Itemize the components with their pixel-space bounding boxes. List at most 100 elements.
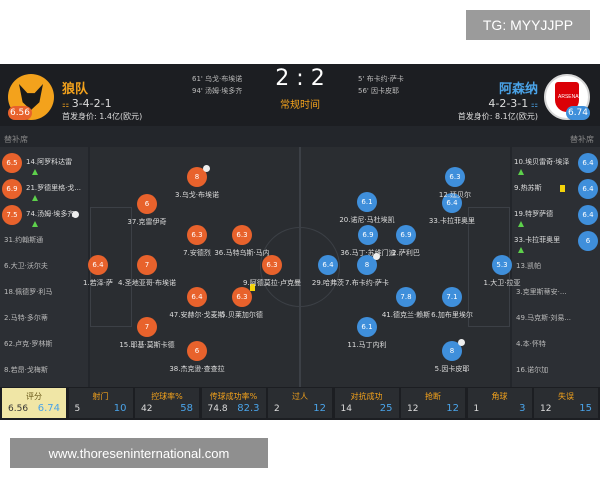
player-name: 31.约翰斯通 <box>4 236 44 244</box>
formation-icon: ⚏ <box>62 100 72 109</box>
home-bench-player[interactable]: 31.约翰斯通 <box>0 229 88 253</box>
home-bench-player[interactable]: 6.9 21.罗德里格·戈... <box>0 177 88 201</box>
stat-home-value: 12 <box>540 404 552 414</box>
player-name: 36.马丁·苏维门迪 <box>340 249 396 257</box>
away-bench-player[interactable]: 6.4 10.埃贝雷奇·埃泽 <box>512 151 600 175</box>
stat-away-value: 25 <box>379 403 393 414</box>
player-rating-badge: 6.4 <box>318 255 338 275</box>
player-name: 19.特罗萨德 <box>514 210 554 218</box>
player-name: 74.汤姆·埃多齐 <box>26 210 75 218</box>
player-rating-badge: 8 <box>357 255 377 275</box>
player-rating-badge: 6.3 <box>232 225 252 245</box>
player-name: 3.乌戈·布埃诺 <box>175 191 219 199</box>
player-name: 3.克里斯蒂安·... <box>516 288 567 296</box>
pitch: 6.4 1.若泽·萨 7 4.圣地亚哥·布埃诺 6 37.克雷伊奇 8 3.乌戈·布埃诺 6.3… <box>83 147 520 387</box>
home-bench-player[interactable]: 7.5 74.汤姆·埃多齐 <box>0 203 88 227</box>
stat-0[interactable]: 评分 6.56 6.74 <box>2 388 66 418</box>
away-bench-player[interactable]: 6 33.卡拉菲奥里 <box>512 229 600 253</box>
player-rating-badge: 6.3 <box>262 255 282 275</box>
home-bench-player[interactable]: 18.佩德罗·利马 <box>0 281 88 305</box>
player-rating-badge: 6 <box>187 341 207 361</box>
away-bench-player[interactable]: 6.4 9.热苏斯 <box>512 177 600 201</box>
player-name: 33.卡拉菲奥里 <box>514 236 561 244</box>
sub-in-arrow-icon <box>32 169 38 175</box>
stat-5[interactable]: 对抗成功 14 25 <box>334 388 399 418</box>
player-name: 1.大卫·拉亚 <box>483 279 521 287</box>
player-rating-badge: 5.3 <box>492 255 512 275</box>
player-rating-badge: 8 <box>187 167 207 187</box>
player-name: 6.大卫·沃尔夫 <box>4 262 48 270</box>
player-rating-badge: 6 <box>578 231 598 251</box>
player-name: 62.卢克·罗林斯 <box>4 340 53 348</box>
home-bench-player[interactable]: 6.5 14.阿罗科达雷 <box>0 151 88 175</box>
away-team-name[interactable]: 阿森纳 <box>498 82 538 97</box>
player-rating-badge: 6.4 <box>578 205 598 225</box>
player-name: 38.杰克逊·查查拉 <box>169 365 225 373</box>
away-bench-player[interactable]: 49.马克斯·刘易... <box>512 307 600 331</box>
player-name: 20.诺尼·马杜埃凯 <box>339 216 395 224</box>
player-name: 47.安赫尔·戈麦斯 <box>169 311 225 319</box>
stat-6[interactable]: 抢断 12 12 <box>401 388 465 418</box>
stat-7[interactable]: 角球 1 3 <box>467 388 532 418</box>
stat-home-value: 74.8 <box>207 404 228 414</box>
player-name: 6.加布里埃尔 <box>431 311 473 319</box>
away-bench-player[interactable]: 3.克里斯蒂安·... <box>512 281 600 305</box>
away-bench-player[interactable]: 13.凯帕 <box>512 255 600 279</box>
player-name: 4.圣地亚哥·布埃诺 <box>118 279 176 287</box>
player-rating-badge: 6 <box>137 194 157 214</box>
stat-away-value: 6.74 <box>37 403 60 414</box>
stats-bar: 评分 6.56 6.74 射门 5 10 控球率% 42 58 传球成功率% 74.8 82.3 过人 2… <box>0 387 600 420</box>
goal-ball-icon <box>203 165 210 172</box>
player-rating-badge: 7.8 <box>396 287 416 307</box>
player-rating-badge: 6.4 <box>578 153 598 173</box>
away-goal-2: 56' 因卡皮耶 <box>358 87 400 95</box>
away-formation: 4-2-3-1 ⚏ <box>488 97 538 110</box>
player-rating-badge: 6.9 <box>358 225 378 245</box>
player-rating-badge: 6.1 <box>357 317 377 337</box>
player-rating-badge: 7.5 <box>2 205 22 225</box>
stat-label: 失误 <box>558 392 574 401</box>
sub-in-arrow-icon <box>32 221 38 227</box>
stat-8[interactable]: 失误 12 15 <box>534 388 598 418</box>
player-rating-badge: 8 <box>442 341 462 361</box>
player-rating-badge: 6.4 <box>442 193 462 213</box>
home-team-rating: 6.56 <box>8 106 32 120</box>
away-bench-player[interactable]: 6.4 19.特罗萨德 <box>512 203 600 227</box>
match-lineup-card: 6.56 狼队 ⚏ 3-4-2-1 首发身价: 1.4亿(欧元) 61' 乌戈·… <box>0 64 600 420</box>
player-rating-badge: 6.9 <box>2 179 22 199</box>
stat-3[interactable]: 传球成功率% 74.8 82.3 <box>201 388 266 418</box>
home-bench-player[interactable]: 8.若昂·戈梅斯 <box>0 359 88 383</box>
player-name: 16.诺尔加 <box>516 366 549 374</box>
goal-ball-icon <box>458 339 465 346</box>
player-name: 41.德克兰·赖斯 <box>381 311 431 319</box>
away-bench-label: 替补席 <box>570 135 594 144</box>
home-bench-player[interactable]: 2.马特·多尔蒂 <box>0 307 88 331</box>
stat-1[interactable]: 射门 5 10 <box>68 388 133 418</box>
stat-2[interactable]: 控球率% 42 58 <box>135 388 199 418</box>
away-bench-player[interactable]: 16.诺尔加 <box>512 359 600 383</box>
sub-in-arrow-icon <box>518 221 524 227</box>
away-bench-player[interactable]: 4.本·怀特 <box>512 333 600 357</box>
player-rating-badge: 6.3 <box>445 167 465 187</box>
away-bench-panel: 6.4 10.埃贝雷奇·埃泽 6.4 9.热苏斯 6.4 19.特罗萨德 6 33.卡拉菲奥里… <box>512 147 600 387</box>
home-bench-panel: 6.5 14.阿罗科达雷 6.9 21.罗德里格·戈... 7.5 74.汤姆·埃多齐 31… <box>0 147 88 387</box>
player-name: 14.阿罗科达雷 <box>26 158 73 166</box>
center-circle <box>260 227 340 307</box>
match-header: 6.56 狼队 ⚏ 3-4-2-1 首发身价: 1.4亿(欧元) 61' 乌戈·… <box>0 64 600 126</box>
home-bench-player[interactable]: 62.卢克·罗林斯 <box>0 333 88 357</box>
away-goal-1: 5' 布卡约·萨卡 <box>358 75 404 83</box>
goal-ball-icon <box>373 253 380 260</box>
home-team-name[interactable]: 狼队 <box>62 82 89 97</box>
player-name: 37.克雷伊奇 <box>127 218 167 226</box>
home-bench-player[interactable]: 6.大卫·沃尔夫 <box>0 255 88 279</box>
player-rating-badge: 6.9 <box>396 225 416 245</box>
player-name: 1.若泽·萨 <box>83 279 113 287</box>
player-name: 7.布卡约·萨卡 <box>345 279 389 287</box>
player-name: 33.卡拉菲奥里 <box>428 217 476 225</box>
player-rating-badge: 6.4 <box>88 255 108 275</box>
goal-ball-icon <box>72 211 79 218</box>
stat-4[interactable]: 过人 2 12 <box>268 388 332 418</box>
player-name: 36.马特乌斯·马内 <box>214 249 270 257</box>
player-name: 5.贝莱加尔德 <box>221 311 263 319</box>
stat-home-value: 1 <box>473 404 480 414</box>
